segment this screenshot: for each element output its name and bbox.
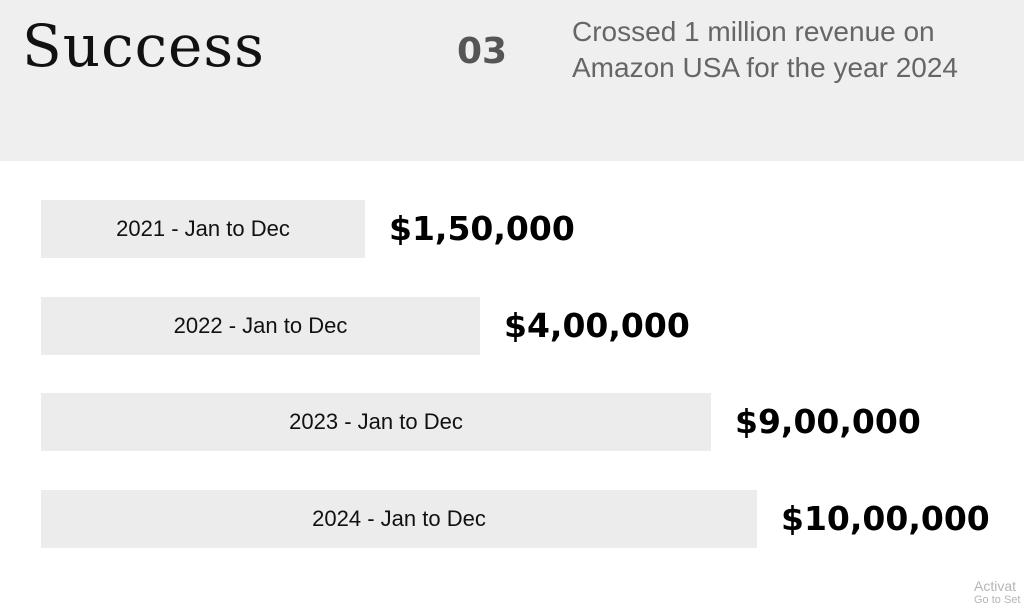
bar-value-label-4: $10,00,000 [781, 499, 990, 538]
header-description: Crossed 1 million revenue on Amazon USA … [572, 16, 958, 83]
bar-value-label-3: $9,00,000 [735, 402, 921, 441]
watermark-line-2: Go to Set [974, 594, 1021, 607]
step-number: 03 [457, 31, 508, 72]
watermark-line-1: Activat [974, 578, 1017, 594]
bar-2: 2022 - Jan to Dec [41, 297, 480, 355]
bar-value-label-2: $4,00,000 [504, 306, 690, 345]
activation-watermark: Activat Go to Set [974, 578, 1020, 607]
bar-value-label-1: $1,50,000 [389, 209, 575, 248]
page-title: Success [22, 12, 265, 80]
bar-4: 2024 - Jan to Dec [41, 490, 757, 548]
bar-1: 2021 - Jan to Dec [41, 200, 365, 258]
bar-3: 2023 - Jan to Dec [41, 393, 711, 451]
header-panel: Success 03 Crossed 1 million revenue on … [0, 0, 1024, 161]
